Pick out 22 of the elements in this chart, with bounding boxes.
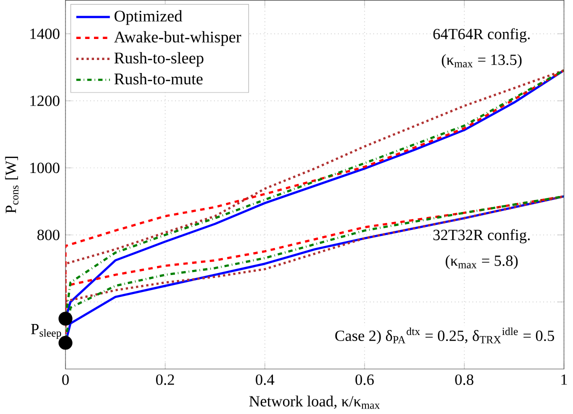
legend-label: Rush-to-mute: [114, 73, 203, 84]
x-tick-label: 0.6: [355, 374, 374, 385]
legend-label: Awake-but-whisper: [114, 31, 242, 46]
annotation: 32T32R config.: [433, 229, 530, 244]
x-tick-label: 1: [561, 374, 567, 385]
annotation: 64T64R config.: [433, 28, 530, 42]
y-tick-label: 800: [37, 230, 60, 240]
x-tick-label: 0: [62, 374, 69, 385]
x-axis-title: Network load, κ/κ$_{max}$: [249, 396, 380, 409]
annotation: Case 2) δ$_{PA}$$^{dtx}$ = 0.25, δ$_{TRX}$$^{idle}$ = 0.5: [335, 327, 554, 344]
y-tick-label: 1200: [30, 96, 60, 106]
y-tick-label: 1000: [30, 162, 60, 174]
annotation: (κ$_{max}$ = 5.8): [446, 255, 518, 270]
annotation: P$_{sleep}$: [31, 324, 62, 339]
legend-label: Rush-to-sleep: [114, 52, 204, 67]
y-tick-label: 1400: [30, 28, 60, 40]
annotation: (κ$_{max}$ = 13.5): [442, 54, 522, 68]
y-axis-title: P$_{cons}$ [W]: [5, 156, 18, 214]
x-tick-label: 0.8: [455, 374, 474, 385]
x-tick-label: 0.4: [256, 374, 274, 385]
legend-label: Optimized: [114, 10, 182, 25]
x-tick-label: 0.2: [156, 374, 174, 385]
